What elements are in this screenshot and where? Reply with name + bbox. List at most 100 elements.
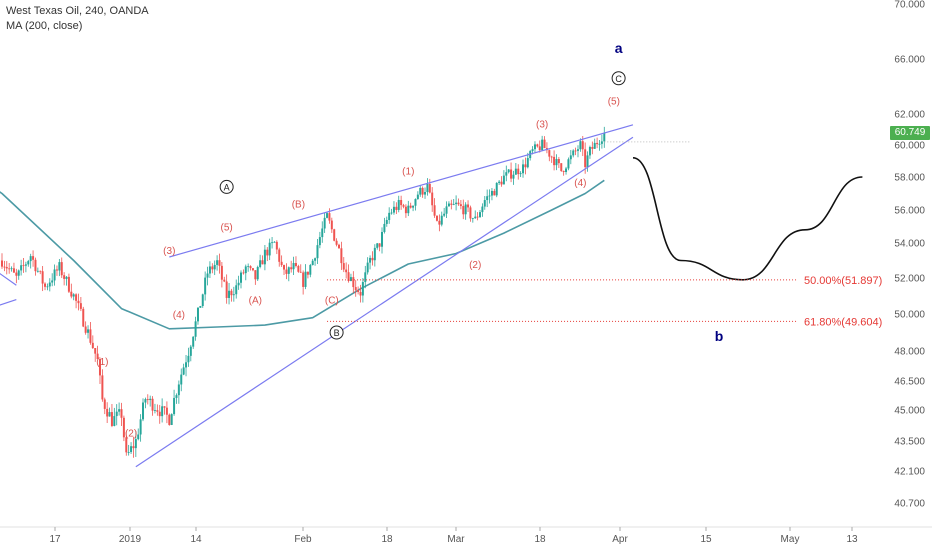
candle — [302, 270, 305, 295]
circled-wave-text: B — [334, 328, 340, 338]
candle — [306, 271, 309, 279]
candle — [404, 204, 407, 218]
wave-label: (3) — [163, 246, 175, 257]
candle-body — [228, 290, 231, 298]
candle — [125, 432, 128, 456]
candle-body — [349, 277, 352, 282]
candle-body — [557, 159, 560, 164]
y-tick-label: 52.000 — [894, 274, 925, 285]
candle-body — [309, 265, 312, 275]
candle-body — [366, 262, 369, 273]
candle-body — [225, 281, 228, 298]
candle-body — [82, 308, 85, 327]
candle-body — [438, 220, 441, 225]
candle — [182, 363, 185, 376]
y-tick-label: 62.000 — [894, 110, 925, 121]
x-tick-label: 18 — [381, 534, 393, 545]
candle — [445, 201, 448, 219]
candle — [223, 276, 226, 283]
candle — [46, 283, 49, 291]
candle-body — [87, 329, 90, 333]
candle — [254, 270, 257, 285]
circled-wave-text: A — [224, 182, 230, 192]
candle — [192, 336, 195, 349]
candle — [94, 347, 97, 362]
candle-body — [581, 141, 584, 150]
candle-body — [58, 262, 61, 271]
candle-body — [369, 257, 372, 263]
candle — [180, 368, 183, 392]
candle-body — [218, 260, 221, 266]
candle-body — [271, 242, 274, 244]
candle-body — [316, 245, 319, 259]
candle-body — [383, 223, 386, 232]
candle — [17, 269, 20, 280]
candle-body — [392, 206, 395, 213]
candle-body — [177, 384, 180, 396]
candle-body — [314, 258, 317, 261]
candle — [211, 263, 214, 274]
candle — [598, 140, 601, 151]
candle — [22, 258, 25, 273]
candle-body — [182, 367, 185, 375]
candle-body — [110, 412, 113, 426]
candle — [388, 207, 391, 224]
candle-body — [113, 416, 116, 426]
candle-body — [476, 216, 479, 218]
candle — [579, 138, 582, 152]
wave-label: (5) — [221, 223, 233, 234]
candle — [156, 404, 159, 416]
candle — [297, 264, 300, 273]
candle — [311, 258, 314, 266]
candle — [290, 260, 293, 273]
candle-body — [211, 266, 214, 270]
candle-body — [593, 142, 596, 149]
candle — [486, 189, 489, 208]
candle — [548, 149, 551, 162]
candle — [526, 152, 529, 169]
candle — [392, 201, 395, 215]
x-tick-label: Feb — [294, 534, 312, 545]
candle-body — [507, 169, 510, 173]
candle — [450, 199, 453, 210]
candle — [244, 264, 247, 281]
candle-body — [36, 270, 39, 272]
candle-body — [457, 202, 460, 205]
candle-body — [333, 229, 336, 241]
candle-body — [376, 243, 379, 248]
candle-body — [526, 158, 529, 168]
candle-body — [490, 190, 493, 196]
y-tick-label: 48.000 — [894, 347, 925, 358]
candle-body — [567, 159, 570, 169]
candle-body — [514, 168, 517, 175]
candle — [280, 255, 283, 267]
candle — [385, 216, 388, 227]
candle — [514, 162, 517, 175]
candle-body — [543, 139, 546, 149]
candle-body — [326, 213, 329, 218]
candle-body — [17, 270, 20, 276]
wave-label: (2) — [469, 260, 481, 271]
candle — [194, 316, 197, 341]
candle-body — [247, 266, 250, 267]
candle-body — [352, 277, 355, 288]
candle — [342, 257, 345, 273]
candle — [502, 170, 505, 185]
candle — [493, 188, 496, 196]
candle — [285, 263, 288, 280]
candle-body — [213, 264, 216, 270]
candle — [455, 195, 458, 211]
candle-body — [283, 265, 286, 270]
candle-body — [471, 218, 474, 220]
candle-body — [122, 417, 125, 438]
candle-body — [32, 256, 35, 260]
candle — [101, 369, 104, 402]
candle — [447, 201, 450, 207]
candle — [435, 215, 438, 222]
candle-body — [134, 439, 137, 449]
candle — [247, 263, 250, 272]
candle-body — [10, 268, 13, 270]
candle-body — [46, 286, 49, 288]
candle-body — [24, 264, 27, 266]
